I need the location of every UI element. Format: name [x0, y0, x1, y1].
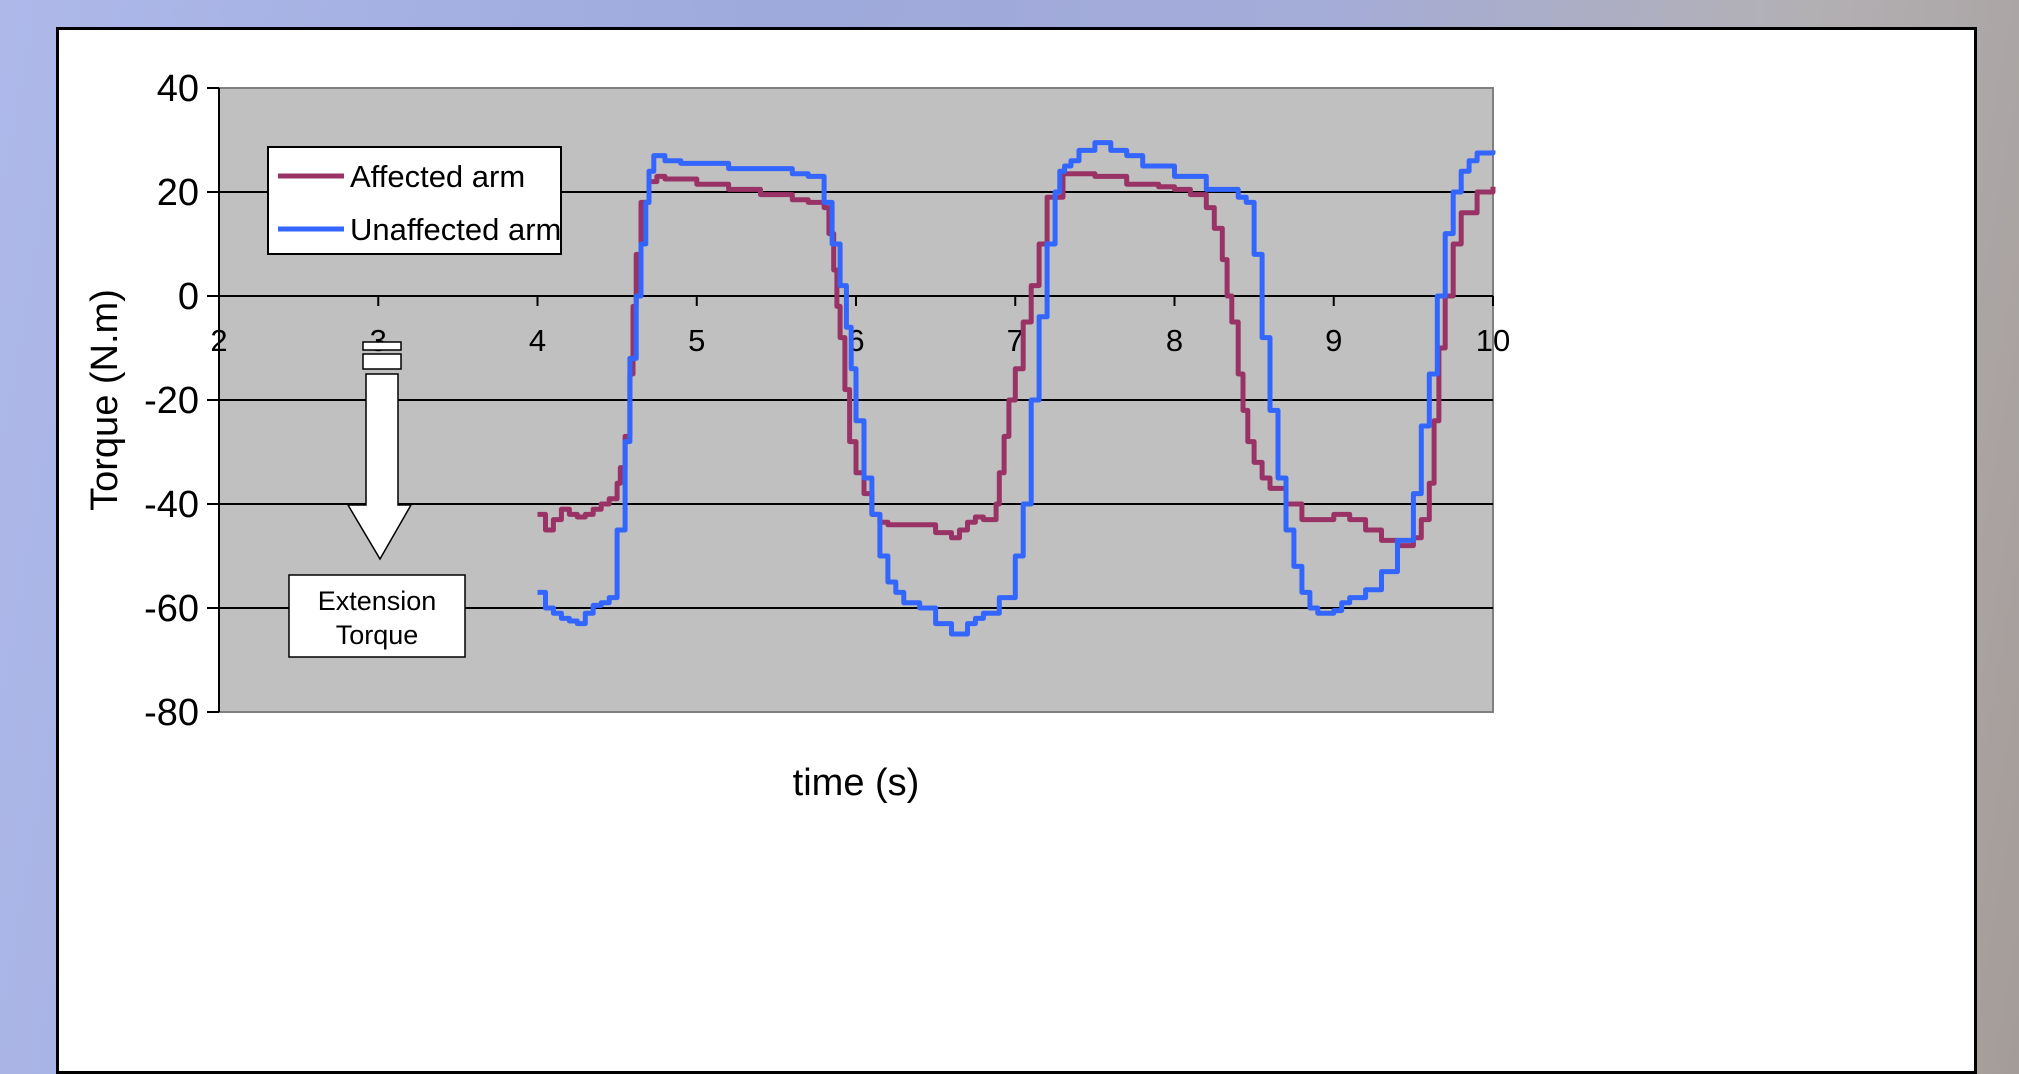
- y-tick-label: 20: [157, 172, 199, 214]
- extension-torque-annotation: Extension Torque: [288, 341, 466, 658]
- x-tick-label: 4: [529, 323, 546, 358]
- y-tick-label: -60: [144, 588, 199, 630]
- y-tick-label: 0: [178, 276, 199, 318]
- legend: Affected arm Unaffected arm: [267, 146, 562, 255]
- series-line-unaffected: [537, 140, 1496, 637]
- x-tick-label: 9: [1325, 323, 1342, 358]
- x-axis-label: time (s): [793, 762, 920, 804]
- series-lines: [537, 140, 1496, 637]
- x-tick-label: 10: [1476, 323, 1510, 358]
- legend-label-affected: Affected arm: [350, 159, 525, 194]
- annotation-text-line1: Extension: [318, 586, 437, 616]
- annotation-text-line2: Torque: [336, 620, 419, 650]
- arrow-down-icon: [346, 373, 413, 561]
- y-tick-label: -20: [144, 380, 199, 422]
- y-tick-label: -80: [144, 692, 199, 734]
- y-axis-label: Torque (N.m): [84, 289, 126, 511]
- y-tick-label: 40: [157, 68, 199, 110]
- x-tick-label: 5: [688, 323, 705, 358]
- x-tick-label: 3: [370, 323, 387, 358]
- x-tick-label: 2: [210, 323, 227, 358]
- x-tick-label: 8: [1166, 323, 1183, 358]
- arrow-dash-1: [362, 341, 402, 351]
- legend-label-unaffected: Unaffected arm: [350, 212, 561, 247]
- chart-frame: 40 20 0 -20 -40 -60 -80 2 3 4 5 6 7 8 9 10 Torque (N.m)…: [56, 27, 1977, 1074]
- annotation-box: [288, 574, 466, 658]
- x-tick-label: 7: [1007, 323, 1024, 358]
- y-tick-label: -40: [144, 484, 199, 526]
- arrow-dash-2: [362, 353, 402, 370]
- legend-box: [267, 146, 562, 255]
